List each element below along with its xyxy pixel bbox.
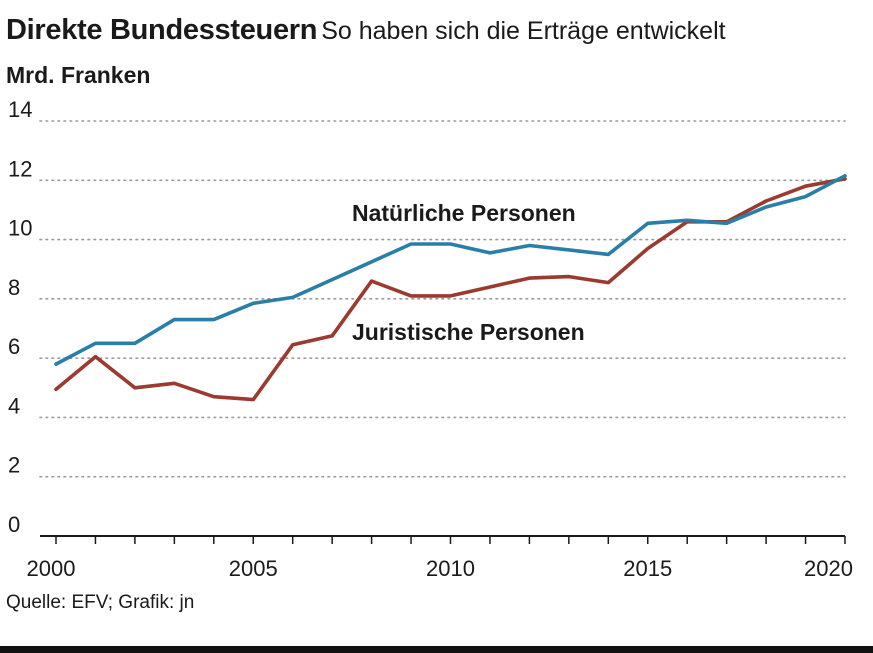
source-credit: Quelle: EFV; Grafik: jn bbox=[6, 592, 195, 613]
y-tick-label-4: 4 bbox=[8, 393, 20, 418]
tick-labels: 0 2 4 6 8 10 12 14 2000 2005 2010 2015 2020 bbox=[8, 97, 853, 581]
y-tick-label-12: 12 bbox=[8, 156, 32, 181]
x-tick-label-2010: 2010 bbox=[426, 556, 475, 581]
bottom-rule bbox=[0, 646, 873, 653]
x-tick-label-2020: 2020 bbox=[804, 556, 853, 581]
y-tick-label-0: 0 bbox=[8, 512, 20, 537]
y-tick-label-8: 8 bbox=[8, 275, 20, 300]
chart-subtitle: So haben sich die Erträge entwickelt bbox=[321, 17, 726, 45]
grid-lines bbox=[39, 120, 846, 478]
series-lines bbox=[54, 174, 847, 402]
y-tick-label-6: 6 bbox=[8, 334, 20, 359]
series-label-juristische-personen: Juristische Personen bbox=[352, 319, 585, 345]
x-axis bbox=[40, 535, 846, 544]
y-axis-unit-label: Mrd. Franken bbox=[6, 62, 151, 88]
x-tick-label-2015: 2015 bbox=[623, 556, 672, 581]
chart-title: Direkte Bundessteuern bbox=[6, 14, 318, 46]
series-line-natuerliche-personen bbox=[54, 174, 847, 366]
series-labels: Natürliche Personen Juristische Personen bbox=[352, 200, 585, 345]
chart-header: Direkte Bundessteuern So haben sich die E… bbox=[6, 14, 726, 47]
y-tick-label-14: 14 bbox=[8, 97, 32, 122]
y-tick-label-10: 10 bbox=[8, 216, 32, 241]
y-tick-label-2: 2 bbox=[8, 453, 20, 478]
series-label-natuerliche-personen: Natürliche Personen bbox=[352, 200, 576, 226]
x-tick-label-2005: 2005 bbox=[229, 556, 278, 581]
x-tick-label-2000: 2000 bbox=[27, 556, 76, 581]
